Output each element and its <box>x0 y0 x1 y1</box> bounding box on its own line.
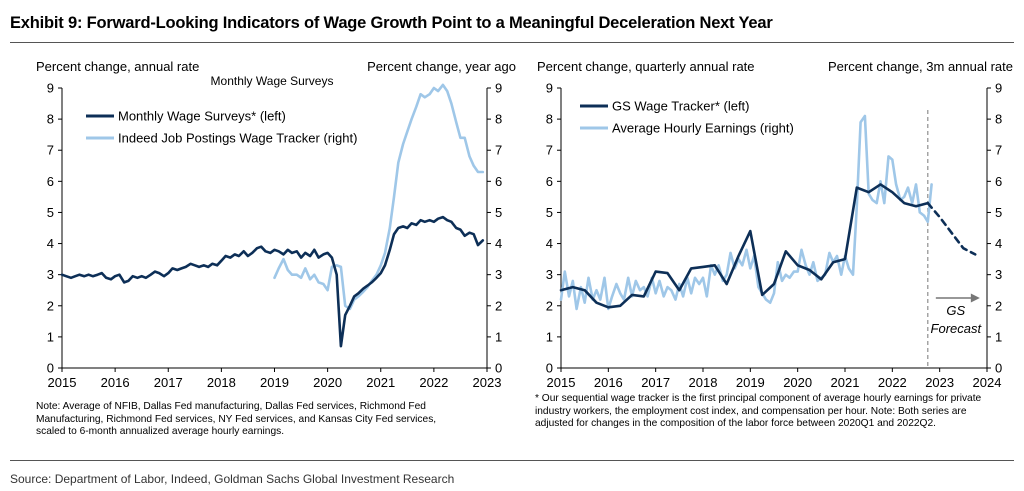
left-y-left-tick-label: 4 <box>47 236 54 251</box>
right-y-left-tick-label: 6 <box>546 174 553 189</box>
right-x-tick-label: 2020 <box>783 375 812 390</box>
right-y-right-tick-label: 6 <box>995 174 1002 189</box>
left-x-tick-label: 2017 <box>154 375 183 390</box>
right-y-left-tick-label: 8 <box>546 112 553 127</box>
right-y-left-tick-label: 5 <box>546 205 553 220</box>
right-y-left-tick-label: 4 <box>546 236 553 251</box>
right-x-tick-label: 2017 <box>641 375 670 390</box>
left-y-left-tick-label: 6 <box>47 174 54 189</box>
left-chart-note: Note: Average of NFIB, Dallas Fed manufa… <box>36 401 437 438</box>
left-y-right-tick-label: 2 <box>495 298 502 313</box>
left-y-right-tick-label: 1 <box>495 329 502 344</box>
left-y-left-tick-label: 2 <box>47 298 54 313</box>
left-y-left-tick-label: 8 <box>47 112 54 127</box>
left-y-right-tick-label: 6 <box>495 174 502 189</box>
left-y-left-label: Percent change, annual rate <box>36 59 199 74</box>
right-x-tick-label: 2019 <box>736 375 765 390</box>
left-series-line <box>273 83 485 311</box>
left-y-left-tick-label: 9 <box>47 81 54 96</box>
right-x-tick-label: 2022 <box>878 375 907 390</box>
right-legend-label: Average Hourly Earnings (right) <box>612 121 794 136</box>
left-y-left-tick-label: 7 <box>47 143 54 158</box>
right-y-right-tick-label: 2 <box>995 298 1002 313</box>
right-series-line <box>559 114 933 311</box>
right-y-right-tick-label: 4 <box>995 236 1002 251</box>
left-x-tick-label: 2018 <box>207 375 236 390</box>
left-x-tick-label: 2022 <box>419 375 448 390</box>
right-series-line <box>559 183 930 309</box>
right-series-line <box>926 201 977 256</box>
left-y-left-tick-label: 3 <box>47 267 54 282</box>
right-y-left-tick-label: 1 <box>546 329 553 344</box>
left-y-left-tick-label: 5 <box>47 205 54 220</box>
right-y-right-tick-label: 0 <box>995 361 1002 376</box>
right-y-right-tick-label: 5 <box>995 205 1002 220</box>
right-x-tick-label: 2021 <box>831 375 860 390</box>
right-x-tick-label: 2018 <box>689 375 718 390</box>
right-x-tick-label: 2016 <box>594 375 623 390</box>
left-y-right-tick-label: 4 <box>495 236 502 251</box>
left-legend-label: Monthly Wage Surveys* (left) <box>118 109 286 124</box>
forecast-annotation: Forecast <box>931 321 983 336</box>
forecast-arrow-head <box>970 293 980 303</box>
title-rule <box>10 42 1014 43</box>
right-y-left-tick-label: 2 <box>546 298 553 313</box>
source-rule <box>10 460 1014 461</box>
left-y-right-tick-label: 9 <box>495 81 502 96</box>
left-y-right-tick-label: 7 <box>495 143 502 158</box>
left-y-right-tick-label: 3 <box>495 267 502 282</box>
right-y-right-tick-label: 8 <box>995 112 1002 127</box>
right-y-left-label: Percent change, quarterly annual rate <box>537 59 755 74</box>
left-y-right-label: Percent change, year ago <box>367 59 516 74</box>
left-x-tick-label: 2019 <box>260 375 289 390</box>
right-y-left-tick-label: 9 <box>546 81 553 96</box>
left-legend-label: Indeed Job Postings Wage Tracker (right) <box>118 131 357 146</box>
left-x-tick-label: 2023 <box>473 375 502 390</box>
left-y-right-tick-label: 5 <box>495 205 502 220</box>
right-chart-panel: Percent change, quarterly annual rate Per… <box>537 59 1013 390</box>
left-chart-panel: Percent change, annual rate Percent chang… <box>36 59 516 390</box>
right-y-left-tick-label: 0 <box>546 361 553 376</box>
right-y-right-tick-label: 3 <box>995 267 1002 282</box>
right-y-right-label: Percent change, 3m annual rate <box>828 59 1013 74</box>
left-chart-title: Monthly Wage Surveys <box>211 74 334 88</box>
right-x-tick-label: 2023 <box>925 375 954 390</box>
left-y-left-tick-label: 0 <box>47 361 54 376</box>
right-x-tick-label: 2015 <box>547 375 576 390</box>
exhibit-title: Exhibit 9: Forward-Looking Indicators of… <box>10 14 773 32</box>
right-x-tick-label: 2024 <box>973 375 1002 390</box>
source-text: Source: Department of Labor, Indeed, Gol… <box>10 472 455 486</box>
left-x-tick-label: 2015 <box>48 375 77 390</box>
left-series-line <box>60 215 485 348</box>
left-x-tick-label: 2020 <box>313 375 342 390</box>
left-x-tick-label: 2016 <box>101 375 130 390</box>
right-chart-note: * Our sequential wage tracker is the fir… <box>535 393 982 430</box>
forecast-annotation: GS <box>946 303 965 318</box>
right-legend-label: GS Wage Tracker* (left) <box>612 99 750 114</box>
right-y-right-tick-label: 9 <box>995 81 1002 96</box>
left-y-right-tick-label: 8 <box>495 112 502 127</box>
left-y-right-tick-label: 0 <box>495 361 502 376</box>
left-x-tick-label: 2021 <box>366 375 395 390</box>
right-y-right-tick-label: 1 <box>995 329 1002 344</box>
right-y-right-tick-label: 7 <box>995 143 1002 158</box>
right-y-left-tick-label: 7 <box>546 143 553 158</box>
right-y-left-tick-label: 3 <box>546 267 553 282</box>
left-y-left-tick-label: 1 <box>47 329 54 344</box>
